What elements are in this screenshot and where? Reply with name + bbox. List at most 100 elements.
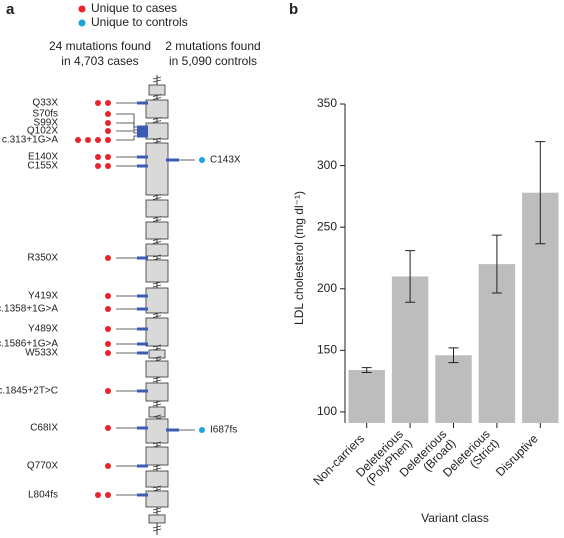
- mutation-label: c.1586+1G>A: [0, 339, 58, 350]
- intron-mark: [152, 281, 162, 288]
- case-dot: [105, 326, 111, 332]
- mutation-line: [116, 113, 146, 128]
- intron-mark: [152, 94, 162, 100]
- mutation-label: Y419X: [28, 291, 58, 302]
- intron-mark: [152, 194, 162, 200]
- mutation-label: L804fs: [28, 490, 58, 501]
- case-dot: [105, 111, 111, 117]
- mutation-label: W533X: [25, 348, 58, 359]
- x-tick-label: Disruptive: [493, 431, 541, 479]
- exon: [145, 470, 169, 488]
- legend-dot: [78, 5, 86, 13]
- exon: [145, 317, 169, 347]
- intron-mark: [152, 117, 162, 123]
- case-dot: [95, 163, 101, 169]
- exon: [145, 122, 169, 140]
- intron-mark: [152, 76, 162, 83]
- exon: [145, 99, 169, 119]
- header: 24 mutations found: [49, 39, 151, 53]
- mutation-label: Q33X: [32, 98, 58, 109]
- mutation-label: S99X: [34, 118, 59, 129]
- intron-mark: [152, 376, 162, 383]
- intron-mark: [152, 238, 162, 244]
- case-dot: [105, 293, 111, 299]
- case-dot: [105, 388, 111, 394]
- header: 2 mutations found: [165, 39, 260, 53]
- y-tick-label: 350: [317, 96, 337, 110]
- case-dot: [105, 100, 111, 106]
- error-bar: [361, 367, 372, 374]
- case-dot: [95, 137, 101, 143]
- case-dot: [105, 137, 111, 143]
- mutation-label: Y489X: [28, 324, 58, 335]
- bar: [435, 355, 472, 423]
- exon: [145, 259, 169, 283]
- case-dot: [105, 128, 111, 134]
- x-tick-label: Non-carriers: [310, 431, 367, 488]
- exon: [145, 446, 169, 466]
- case-dot: [105, 492, 111, 498]
- case-dot: [105, 120, 111, 126]
- case-dot: [105, 255, 111, 261]
- y-tick-label: 250: [317, 219, 337, 233]
- intron-mark: [152, 525, 162, 532]
- error-bar: [535, 141, 546, 245]
- case-dot: [85, 137, 91, 143]
- exon: [145, 199, 169, 218]
- bar: [348, 370, 385, 423]
- exon: [145, 418, 169, 444]
- case-dot: [105, 154, 111, 160]
- error-bar: [491, 234, 502, 294]
- error-bar: [405, 250, 416, 303]
- panel-label: a: [6, 1, 15, 18]
- exon: [145, 243, 169, 257]
- intron-mark: [152, 400, 162, 407]
- exon: [145, 287, 169, 314]
- header: in 5,090 controls: [169, 54, 257, 68]
- intron-mark: [152, 216, 162, 222]
- mutation-label: c.1358+1G>A: [0, 304, 58, 315]
- panel-label: b: [289, 1, 298, 18]
- case-dot: [105, 306, 111, 312]
- y-axis-label: LDL cholesterol (mg dl⁻¹): [292, 191, 306, 325]
- control-dot: [199, 157, 205, 163]
- exon: [145, 360, 169, 378]
- y-tick-label: 150: [317, 343, 337, 357]
- mutation-label: Q102X: [27, 126, 58, 137]
- exon: [145, 221, 169, 240]
- y-tick-label: 300: [317, 158, 337, 172]
- mutation-label: S70fs: [32, 109, 58, 120]
- control-dot: [199, 427, 205, 433]
- mutation-label: E140X: [28, 152, 58, 163]
- case-dot: [95, 154, 101, 160]
- exon: [148, 406, 166, 418]
- error-bar: [448, 347, 459, 364]
- mutation-label: C155X: [27, 161, 58, 172]
- y-tick-label: 200: [317, 281, 337, 295]
- case-dot: [105, 425, 111, 431]
- exon: [148, 84, 166, 96]
- mutation-label: c.313+1G>A: [2, 135, 58, 146]
- exon: [145, 142, 169, 196]
- exon: [148, 514, 166, 524]
- mutation-label: C143X: [210, 155, 241, 166]
- x-axis-label: Variant class: [421, 511, 489, 525]
- mutation-label: C68IX: [30, 423, 58, 434]
- header: in 4,703 cases: [61, 54, 138, 68]
- intron-mark: [152, 507, 162, 514]
- case-dot: [75, 137, 81, 143]
- mutation-label: R350X: [27, 253, 58, 264]
- case-dot: [105, 463, 111, 469]
- case-dot: [95, 492, 101, 498]
- case-dot: [105, 163, 111, 169]
- mutation-label: I687fs: [210, 425, 237, 436]
- case-dot: [95, 100, 101, 106]
- intron-mark: [152, 312, 162, 318]
- legend-dot: [78, 19, 86, 27]
- legend-label: Unique to cases: [91, 1, 177, 15]
- case-dot: [105, 341, 111, 347]
- exon: [145, 490, 169, 508]
- exon: [145, 382, 169, 402]
- case-dot: [105, 350, 111, 356]
